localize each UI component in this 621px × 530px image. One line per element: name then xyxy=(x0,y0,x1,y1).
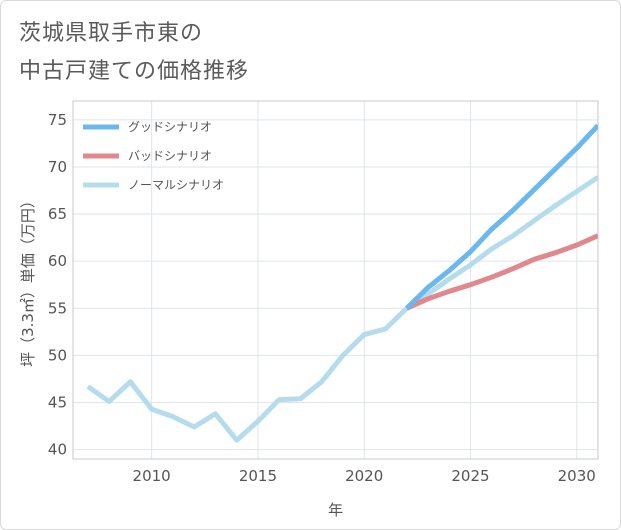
chart-title: 茨城県取手市東の 中古戸建ての価格推移 xyxy=(19,15,249,91)
x-tick-label: 2025 xyxy=(451,467,489,485)
plot-frame xyxy=(72,100,599,460)
y-tick-label: 45 xyxy=(48,393,67,411)
series-line-1 xyxy=(404,123,598,311)
y-tick-label: 60 xyxy=(48,252,67,270)
y-tick-label: 50 xyxy=(48,346,67,364)
x-axis-title: 年 xyxy=(328,501,343,519)
legend-label-1: グッドシナリオ xyxy=(128,120,212,134)
y-tick-label: 70 xyxy=(48,158,67,176)
x-tick-label: 2030 xyxy=(558,467,596,485)
series-line-3 xyxy=(86,175,598,443)
y-tick-label: 40 xyxy=(48,441,67,459)
y-tick-label: 55 xyxy=(48,299,67,317)
legend-label-3: ノーマルシナリオ xyxy=(128,178,224,192)
y-tick-label: 75 xyxy=(48,111,67,129)
y-axis-title: 坪（3.3㎡）単価（万円） xyxy=(19,193,37,367)
legend-label-2: バッドシナリオ xyxy=(128,149,212,163)
y-tick-label: 65 xyxy=(48,205,67,223)
x-tick-label: 2010 xyxy=(133,467,171,485)
x-tick-label: 2020 xyxy=(345,467,383,485)
series-line-2 xyxy=(405,233,598,311)
chart-title-line1: 茨城県取手市東の xyxy=(19,21,204,46)
x-tick-label: 2015 xyxy=(239,467,277,485)
chart-title-line2: 中古戸建ての価格推移 xyxy=(19,59,250,84)
